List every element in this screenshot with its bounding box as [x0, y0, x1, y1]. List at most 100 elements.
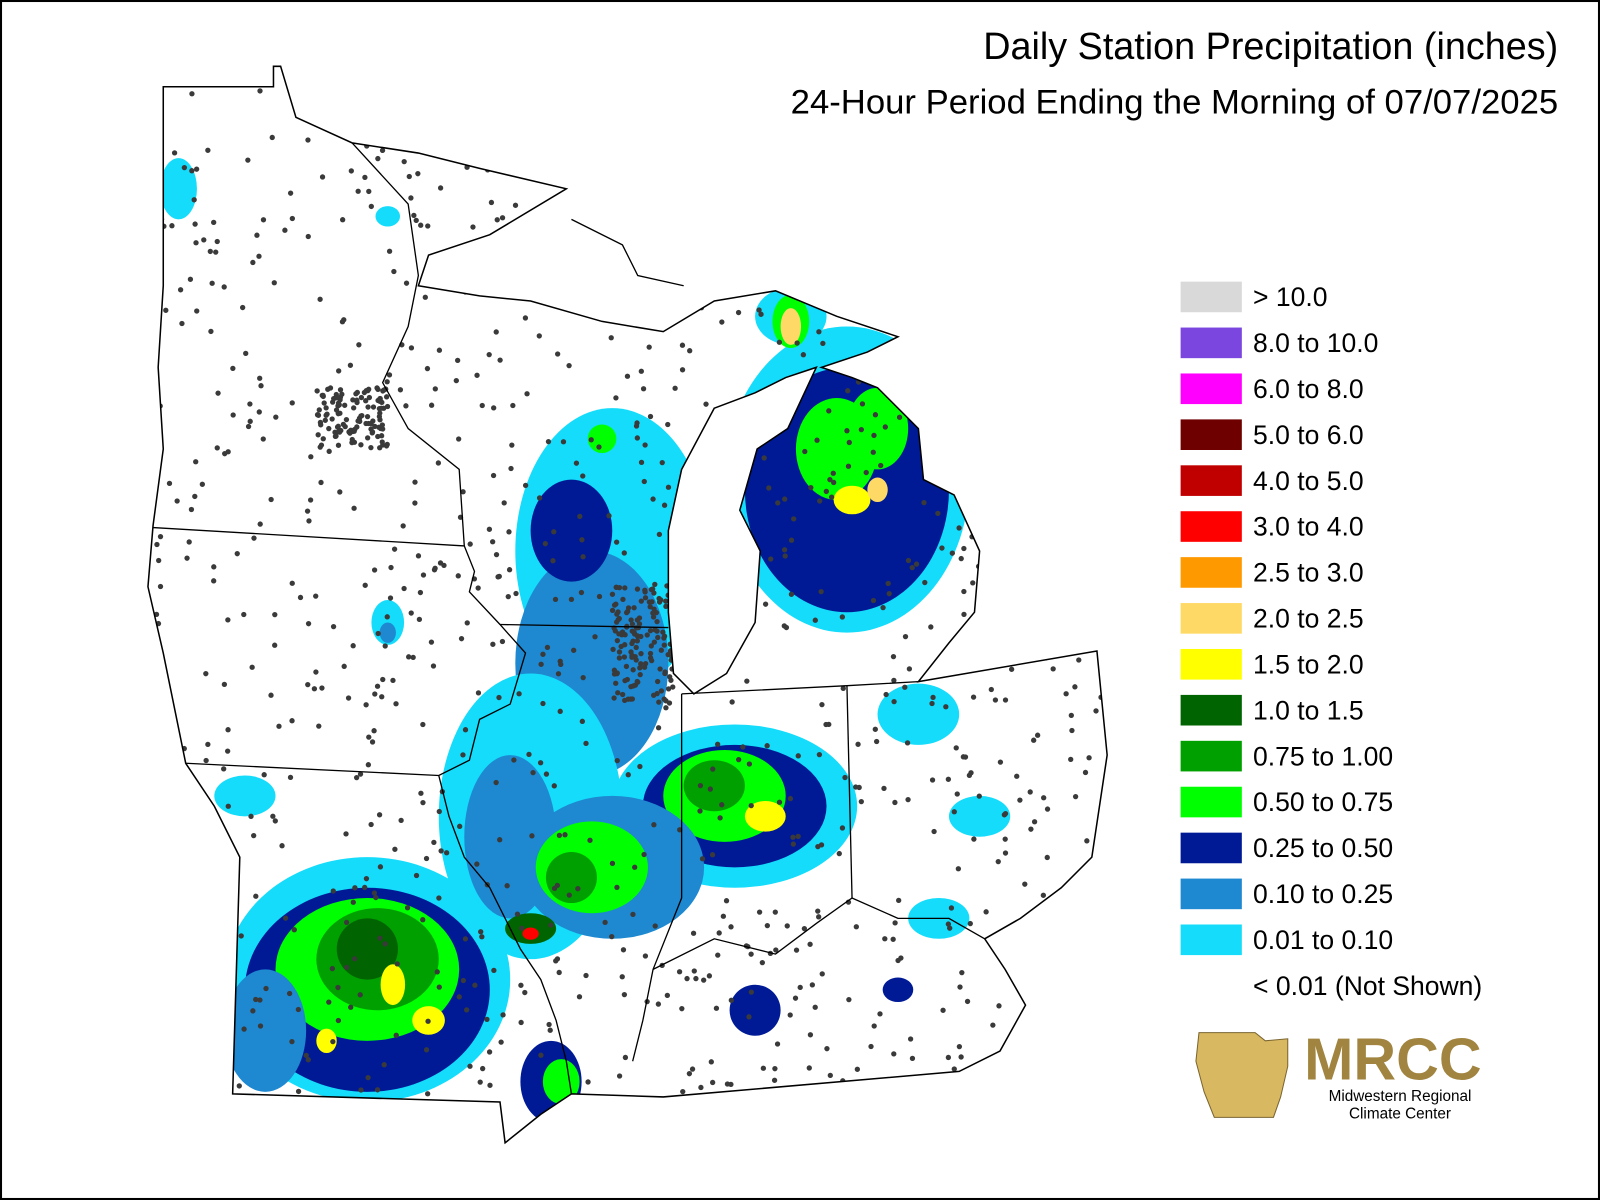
precip-area [379, 622, 396, 643]
station [347, 362, 354, 368]
station [214, 445, 220, 451]
station [194, 308, 200, 314]
station [462, 936, 469, 942]
station [287, 190, 294, 196]
station [728, 997, 734, 1003]
station [719, 802, 725, 808]
station [558, 661, 564, 668]
station [351, 405, 357, 411]
station [381, 405, 387, 411]
station [305, 681, 311, 688]
station [618, 643, 624, 650]
station [855, 741, 861, 747]
station [945, 1054, 952, 1061]
station [425, 1018, 431, 1024]
station [647, 413, 654, 420]
station [475, 690, 482, 696]
station [489, 539, 496, 545]
station [311, 686, 318, 692]
station [499, 638, 506, 645]
station [881, 785, 887, 792]
station [748, 802, 754, 809]
precip-area [522, 927, 539, 940]
station [658, 688, 665, 694]
station [538, 1052, 544, 1058]
legend-swatch [1180, 832, 1242, 864]
station [241, 1026, 247, 1032]
station [1028, 826, 1034, 832]
legend-label: 1.5 to 2.0 [1253, 649, 1364, 679]
station [341, 663, 347, 669]
station [633, 644, 639, 651]
station [1050, 666, 1056, 672]
station [518, 982, 524, 988]
station [348, 427, 354, 433]
station [455, 357, 461, 364]
station [381, 1062, 387, 1068]
station [251, 535, 257, 541]
station [816, 914, 822, 920]
station [365, 420, 372, 427]
station [947, 925, 953, 931]
station [215, 390, 221, 396]
station [179, 320, 185, 327]
station [642, 587, 648, 593]
station [578, 589, 585, 596]
station [1068, 756, 1074, 763]
station [358, 1087, 364, 1093]
station [348, 168, 354, 174]
station [791, 516, 797, 522]
station [621, 654, 628, 660]
station [272, 642, 278, 648]
station [553, 958, 559, 964]
station [425, 1091, 431, 1097]
station [263, 985, 269, 992]
station [990, 1022, 996, 1028]
legend-label: > 10.0 [1253, 282, 1327, 312]
station [787, 1012, 793, 1018]
station [356, 342, 362, 348]
station [622, 697, 628, 704]
station [624, 373, 631, 379]
station [335, 1017, 342, 1024]
station [896, 414, 903, 420]
station [486, 526, 493, 532]
station [840, 685, 846, 692]
station [260, 217, 267, 223]
station [636, 615, 643, 621]
station [538, 661, 544, 667]
station [882, 424, 888, 430]
station [497, 837, 503, 843]
station [506, 529, 512, 535]
station [551, 529, 557, 535]
station [518, 1019, 524, 1026]
legend-label: 0.25 to 0.50 [1253, 833, 1393, 863]
station [619, 974, 625, 980]
station [625, 608, 631, 614]
station [651, 639, 658, 645]
station [316, 723, 322, 729]
station [434, 969, 440, 975]
station [819, 701, 825, 708]
station [171, 150, 178, 156]
station [368, 426, 374, 432]
station [193, 166, 200, 172]
station [762, 601, 769, 607]
station [258, 383, 264, 389]
station [608, 335, 614, 341]
station [349, 436, 355, 443]
station [872, 412, 879, 418]
station [253, 996, 259, 1003]
station [460, 489, 466, 495]
station [364, 413, 371, 420]
station [186, 539, 192, 545]
station [279, 843, 285, 849]
station [375, 433, 381, 440]
station [995, 858, 1001, 865]
station [257, 88, 263, 94]
station [629, 628, 635, 634]
station [1093, 708, 1099, 714]
station [663, 603, 669, 609]
station [366, 386, 372, 392]
station [827, 1072, 833, 1079]
